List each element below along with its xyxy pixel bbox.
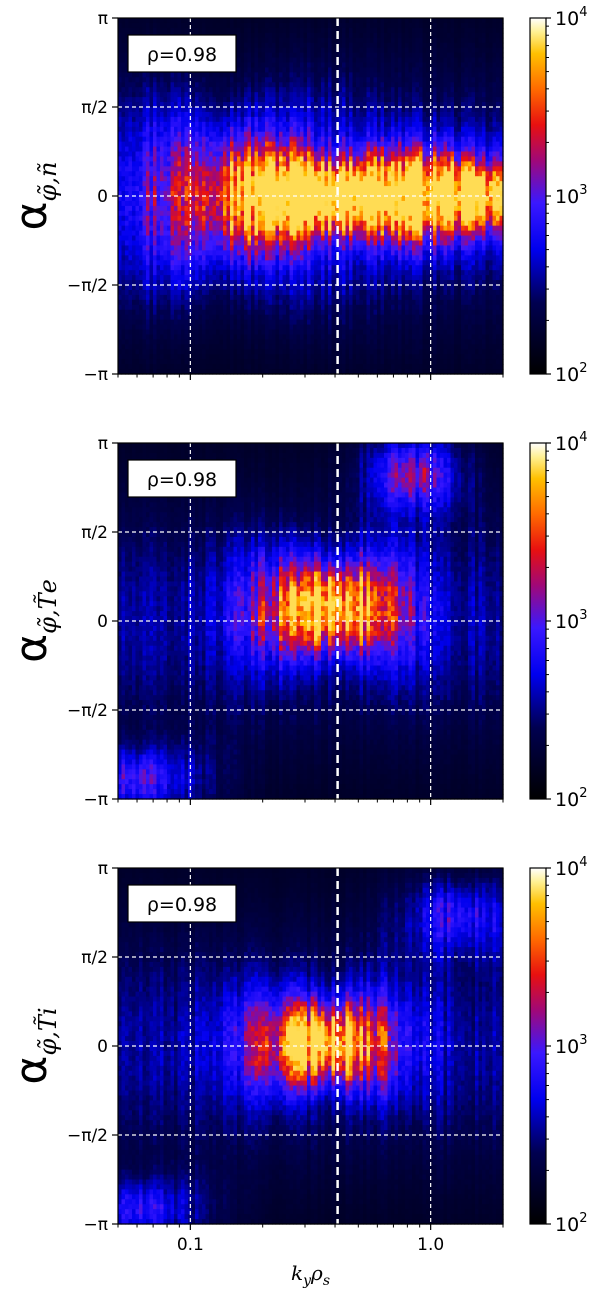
colorbar-tick-label: 103 bbox=[555, 183, 587, 208]
y-tick-label: π/2 bbox=[81, 523, 108, 543]
panel-1: −π −π/2 0 π/2 π ρ=0.98 αφ̃,ñ 104 103 102 bbox=[6, 5, 587, 386]
colorbar-tick-label: 104 bbox=[555, 5, 587, 30]
y-axis-label: αφ̃,ñ bbox=[6, 162, 62, 231]
colorbar bbox=[530, 18, 546, 374]
panel-3: −π −π/2 0 π/2 π 0.1 1.0 ρ=0.98 αφ̃,T̃i 104 103 102 k… bbox=[6, 855, 587, 1289]
x-axis-label: kyρs bbox=[291, 1261, 330, 1289]
colorbar-tick-label: 102 bbox=[555, 1211, 587, 1236]
y-tick-label: −π bbox=[84, 1215, 108, 1235]
colorbar-tick-label: 104 bbox=[555, 430, 587, 455]
y-tick-label: π/2 bbox=[81, 98, 108, 118]
y-tick-label: π bbox=[98, 9, 108, 29]
colorbar-tick-label: 102 bbox=[555, 361, 587, 386]
annotation-text: ρ=0.98 bbox=[147, 894, 217, 916]
y-tick-label: 0 bbox=[97, 1037, 108, 1057]
y-tick-label: −π bbox=[84, 365, 108, 385]
colorbar bbox=[530, 868, 546, 1224]
colorbar bbox=[530, 443, 546, 799]
y-tick-label: −π/2 bbox=[67, 276, 108, 296]
annotation-text: ρ=0.98 bbox=[147, 44, 217, 66]
annotation-text: ρ=0.98 bbox=[147, 469, 217, 491]
y-tick-label: 0 bbox=[97, 612, 108, 632]
colorbar-tick-label: 103 bbox=[555, 1033, 587, 1058]
x-tick-label: 1.0 bbox=[417, 1235, 444, 1255]
y-tick-label: π bbox=[98, 859, 108, 879]
y-tick-label: −π bbox=[84, 790, 108, 810]
panel-2: −π −π/2 0 π/2 π ρ=0.98 αφ̃,T̃e 104 103 102 bbox=[6, 430, 587, 811]
y-axis-label: αφ̃,T̃e bbox=[6, 579, 62, 663]
colorbar-tick-label: 102 bbox=[555, 786, 587, 811]
y-axis-label: αφ̃,T̃i bbox=[6, 1007, 62, 1084]
colorbar-tick-label: 103 bbox=[555, 608, 587, 633]
y-tick-label: −π/2 bbox=[67, 701, 108, 721]
colorbar-tick-label: 104 bbox=[555, 855, 587, 880]
x-tick-label: 0.1 bbox=[177, 1235, 204, 1255]
y-tick-label: π/2 bbox=[81, 948, 108, 968]
y-tick-label: π bbox=[98, 434, 108, 454]
y-tick-label: 0 bbox=[97, 187, 108, 207]
y-tick-label: −π/2 bbox=[67, 1126, 108, 1146]
